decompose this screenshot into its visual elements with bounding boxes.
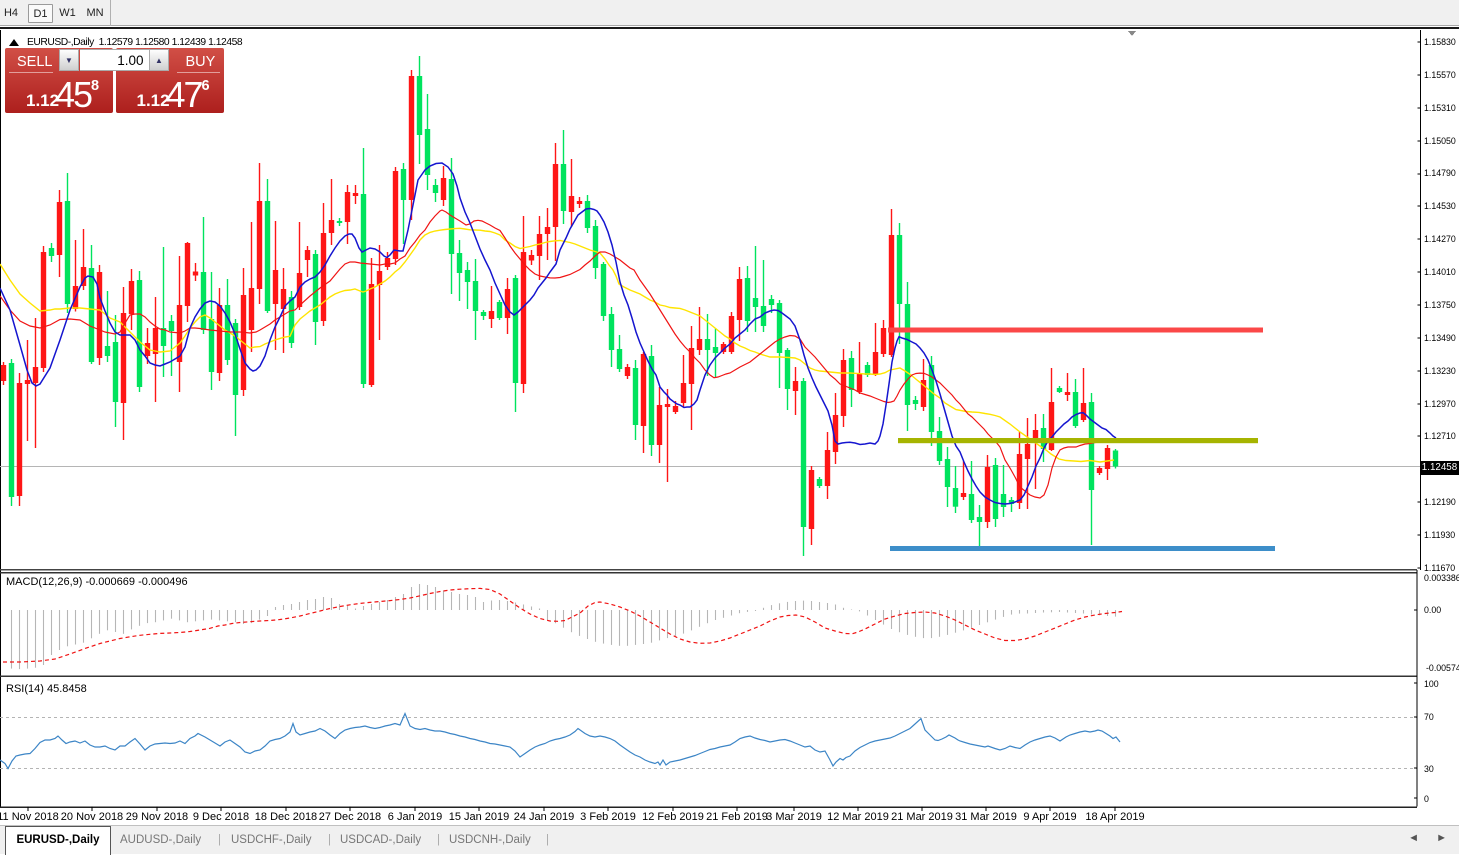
- svg-text:18 Apr 2019: 18 Apr 2019: [1085, 811, 1144, 823]
- svg-text:12 Feb 2019: 12 Feb 2019: [642, 811, 704, 823]
- svg-text:1.13490: 1.13490: [1424, 333, 1456, 343]
- svg-text:1.13750: 1.13750: [1424, 300, 1456, 310]
- svg-text:1.15050: 1.15050: [1424, 136, 1456, 146]
- svg-text:1.12190: 1.12190: [1424, 497, 1456, 507]
- svg-text:31 Mar 2019: 31 Mar 2019: [955, 811, 1017, 823]
- svg-text:30: 30: [1424, 764, 1434, 774]
- svg-text:9 Dec 2018: 9 Dec 2018: [193, 811, 249, 823]
- svg-text:6 Jan 2019: 6 Jan 2019: [388, 811, 442, 823]
- svg-text:70: 70: [1424, 712, 1434, 722]
- svg-text:100: 100: [1424, 679, 1439, 689]
- svg-text:1.15310: 1.15310: [1424, 103, 1456, 113]
- svg-text:1.14530: 1.14530: [1424, 201, 1456, 211]
- svg-text:27 Dec 2018: 27 Dec 2018: [319, 811, 381, 823]
- svg-text:1.14790: 1.14790: [1424, 168, 1456, 178]
- svg-text:-0.00574: -0.00574: [1426, 663, 1459, 673]
- svg-text:21 Feb 2019: 21 Feb 2019: [706, 811, 768, 823]
- svg-text:12 Mar 2019: 12 Mar 2019: [827, 811, 889, 823]
- svg-text:3 Mar 2019: 3 Mar 2019: [766, 811, 822, 823]
- svg-text:0: 0: [1424, 794, 1429, 804]
- svg-text:3 Feb 2019: 3 Feb 2019: [580, 811, 636, 823]
- svg-text:24 Jan 2019: 24 Jan 2019: [514, 811, 575, 823]
- svg-text:1.12970: 1.12970: [1424, 399, 1456, 409]
- svg-text:20 Nov 2018: 20 Nov 2018: [61, 811, 123, 823]
- svg-text:29 Nov 2018: 29 Nov 2018: [126, 811, 188, 823]
- svg-text:RSI(14) 45.8458: RSI(14) 45.8458: [6, 683, 87, 695]
- svg-text:1.15830: 1.15830: [1424, 37, 1456, 47]
- svg-text:18 Dec 2018: 18 Dec 2018: [255, 811, 317, 823]
- svg-text:1.11930: 1.11930: [1424, 530, 1455, 540]
- svg-text:11 Nov 2018: 11 Nov 2018: [0, 811, 59, 823]
- svg-text:0.00: 0.00: [1424, 605, 1441, 615]
- svg-text:21 Mar 2019: 21 Mar 2019: [891, 811, 953, 823]
- svg-text:1.14010: 1.14010: [1424, 267, 1456, 277]
- svg-text:15 Jan 2019: 15 Jan 2019: [449, 811, 510, 823]
- svg-text:1.11670: 1.11670: [1424, 563, 1455, 573]
- svg-text:9 Apr 2019: 9 Apr 2019: [1023, 811, 1076, 823]
- svg-text:MACD(12,26,9) -0.000669 -0.000: MACD(12,26,9) -0.000669 -0.000496: [6, 576, 188, 588]
- svg-text:1.14270: 1.14270: [1424, 234, 1456, 244]
- svg-text:1.15570: 1.15570: [1424, 70, 1456, 80]
- svg-text:1.13230: 1.13230: [1424, 366, 1456, 376]
- svg-text:0.003386: 0.003386: [1424, 573, 1459, 583]
- svg-text:1.12710: 1.12710: [1424, 431, 1456, 441]
